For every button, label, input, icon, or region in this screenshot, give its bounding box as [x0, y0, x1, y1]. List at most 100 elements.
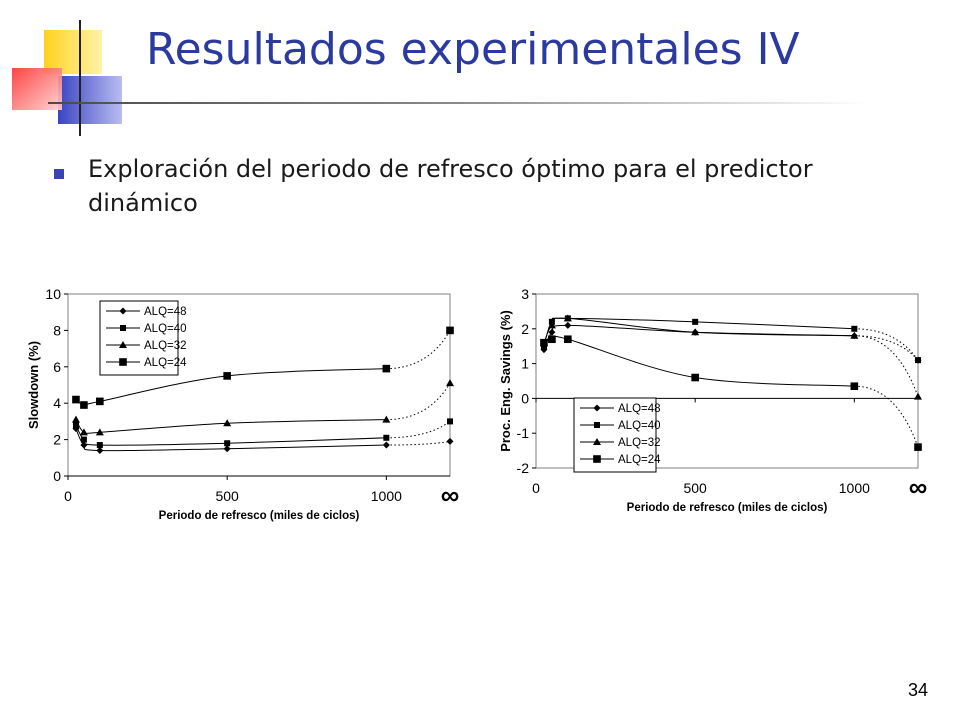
- legend-marker: [119, 307, 127, 315]
- y-tick-label: 10: [45, 286, 61, 302]
- series-line: [75, 424, 387, 446]
- series-infinity-segment: [854, 385, 919, 448]
- legend-marker: [594, 422, 600, 428]
- legend-marker: [120, 325, 126, 331]
- data-point: [548, 328, 556, 336]
- legend-label: ALQ=24: [144, 357, 187, 369]
- energy-savings-chart: -2 -1 0 1 2 3 0 500 1000 ∞ Periodo de refresco (mi…: [498, 286, 928, 514]
- data-point: [691, 328, 700, 336]
- data-point-infinity: [914, 443, 922, 451]
- infinity-label: ∞: [441, 480, 460, 510]
- legend-marker: [119, 341, 127, 348]
- data-point: [80, 401, 88, 409]
- legend-marker: [593, 455, 601, 463]
- deco-yellow-square: [44, 30, 102, 74]
- y-tick-label: 4: [53, 395, 61, 411]
- data-point: [564, 321, 572, 329]
- data-point: [96, 442, 103, 449]
- legend-label: ALQ=40: [144, 323, 187, 335]
- data-point: [692, 318, 699, 325]
- y-tick-label: 6: [53, 359, 61, 375]
- legend-marker: [593, 404, 601, 412]
- series-infinity-segment: [854, 328, 919, 361]
- series-infinity-segment: [386, 330, 451, 370]
- legend-label: ALQ=48: [144, 306, 187, 318]
- data-point: [80, 436, 87, 443]
- data-point: [71, 415, 80, 423]
- slowdown-chart: 0 2 4 6 8 10 0 500 1000 ∞ Periodo de refresco (mil…: [26, 286, 460, 522]
- data-point: [850, 382, 859, 391]
- y-tick-label: -1: [517, 425, 530, 441]
- legend-marker: [119, 358, 127, 366]
- data-point: [95, 428, 104, 436]
- legend-box: [573, 397, 657, 473]
- data-point: [691, 373, 699, 382]
- data-point: [223, 445, 231, 453]
- legend-marker: [593, 438, 601, 445]
- legend-label: ALQ=32: [618, 437, 661, 449]
- data-point: [850, 331, 859, 339]
- x-axis-title: Periodo de refresco (miles de ciclos): [159, 510, 360, 522]
- x-tick-label: 1000: [371, 488, 402, 504]
- data-point: [564, 335, 572, 344]
- y-tick-label: 2: [521, 321, 529, 337]
- bullet-text: Exploración del periodo de refresco ópti…: [88, 155, 813, 217]
- data-point-infinity: [915, 357, 921, 364]
- data-point: [548, 335, 556, 344]
- x-tick-label: 0: [64, 488, 72, 504]
- page-number: 34: [908, 680, 929, 700]
- x-tick-label: 1000: [839, 480, 870, 496]
- y-tick-label: 8: [53, 322, 61, 338]
- y-axis-title: Proc. Eng. Savings (%): [498, 310, 513, 452]
- x-tick-label: 0: [532, 480, 540, 496]
- data-point-infinity: [447, 418, 453, 425]
- y-tick-label: 3: [521, 286, 529, 302]
- bullet-square-icon: [54, 169, 64, 179]
- series-infinity-segment: [386, 420, 451, 439]
- x-tick-label: 500: [215, 488, 239, 504]
- legend-label: ALQ=24: [618, 454, 661, 466]
- data-point: [383, 434, 390, 441]
- data-point-infinity: [914, 392, 922, 400]
- legend-box: [99, 300, 179, 376]
- series-infinity-segment: [386, 382, 451, 421]
- data-point: [96, 397, 104, 406]
- y-tick-label: 2: [53, 432, 61, 448]
- data-point-infinity: [446, 437, 454, 445]
- legend-label: ALQ=48: [618, 403, 661, 415]
- y-tick-label: 0: [53, 468, 61, 484]
- corner-decoration: [12, 20, 122, 136]
- data-point: [563, 314, 572, 322]
- data-point: [382, 415, 391, 423]
- data-point: [72, 395, 80, 404]
- y-tick-label: -2: [517, 460, 530, 476]
- data-point: [223, 419, 232, 427]
- y-axis-title: Slowdown (%): [26, 341, 41, 429]
- data-point: [851, 325, 858, 332]
- series-line: [543, 335, 855, 387]
- plot-area: [535, 293, 919, 469]
- data-point: [80, 441, 88, 449]
- legend-label: ALQ=40: [618, 420, 661, 432]
- legend-label: ALQ=32: [144, 340, 187, 352]
- y-tick-label: 1: [521, 356, 529, 372]
- data-point-infinity: [446, 326, 454, 335]
- data-point: [547, 321, 556, 329]
- data-point: [224, 440, 231, 447]
- slide-title: Resultados experimentales IV: [146, 24, 800, 75]
- series-infinity-segment: [854, 335, 919, 397]
- data-point: [79, 428, 88, 436]
- data-point: [382, 441, 390, 449]
- data-point: [96, 447, 104, 455]
- infinity-label: ∞: [909, 472, 928, 502]
- series-infinity-segment: [386, 440, 451, 446]
- series-line: [75, 419, 387, 435]
- x-tick-label: 500: [683, 480, 707, 496]
- data-point: [223, 372, 231, 380]
- series-line: [543, 324, 855, 350]
- x-axis-title: Periodo de refresco (miles de ciclos): [627, 502, 828, 514]
- y-tick-label: 0: [521, 390, 529, 406]
- data-point-infinity: [446, 379, 454, 387]
- data-point: [72, 422, 79, 429]
- data-point: [540, 338, 548, 347]
